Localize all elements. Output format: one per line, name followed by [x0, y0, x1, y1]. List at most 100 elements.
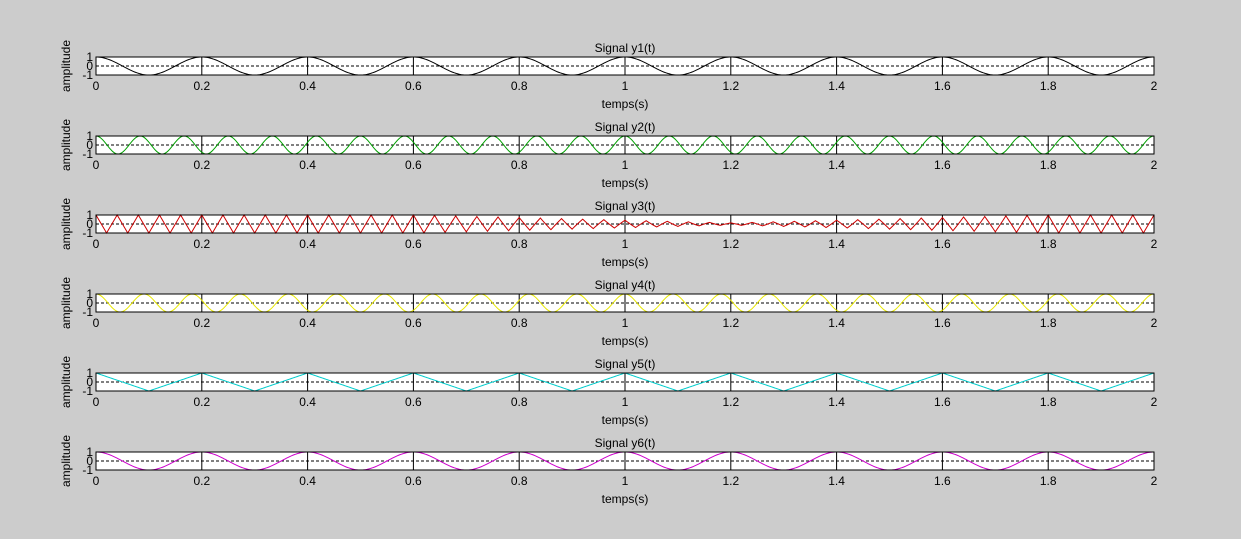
x-tick-label: 1.4: [828, 316, 845, 330]
x-tick-label: 1.2: [722, 474, 739, 488]
x-tick-label: 1.8: [1040, 316, 1057, 330]
y-tick-label: 0: [86, 296, 93, 310]
x-tick-label: 0.2: [193, 316, 210, 330]
x-axis-label: temps(s): [602, 492, 649, 506]
x-tick-label: 1.2: [722, 237, 739, 251]
chart-title: Signal y3(t): [595, 199, 656, 213]
chart-title: Signal y1(t): [595, 41, 656, 55]
x-tick-label: 0.6: [405, 79, 422, 93]
y-tick-label: 1: [86, 129, 93, 143]
x-tick-label: 1.4: [828, 395, 845, 409]
x-tick-label: 1.6: [934, 316, 951, 330]
x-tick-label: 1.8: [1040, 474, 1057, 488]
x-tick-label: 0.6: [405, 158, 422, 172]
chart-title: Signal y2(t): [595, 120, 656, 134]
x-tick-label: 0.8: [511, 474, 528, 488]
axes-frame: [95, 214, 1155, 234]
y-tick-label: -1: [82, 305, 93, 319]
x-axis-label: temps(s): [602, 255, 649, 269]
x-tick-label: 0.2: [193, 474, 210, 488]
axes-frame: [95, 451, 1155, 471]
x-tick-label: 1.4: [828, 237, 845, 251]
x-tick-label: 1.4: [828, 158, 845, 172]
y-tick-label: -1: [82, 147, 93, 161]
x-tick-label: 1.8: [1040, 158, 1057, 172]
x-tick-label: 2: [1151, 395, 1158, 409]
axes-frame: [95, 293, 1155, 313]
x-tick-label: 1.8: [1040, 237, 1057, 251]
x-tick-label: 0.8: [511, 395, 528, 409]
y-axis-label: amplitude: [59, 119, 73, 171]
x-tick-label: 0: [93, 237, 100, 251]
y-axis-label: amplitude: [59, 277, 73, 329]
x-tick-label: 1.2: [722, 79, 739, 93]
x-tick-label: 1: [622, 79, 629, 93]
y-tick-label: 0: [86, 375, 93, 389]
x-tick-label: 0.2: [193, 158, 210, 172]
x-tick-label: 1.6: [934, 237, 951, 251]
y-tick-label: 1: [86, 208, 93, 222]
x-tick-label: 0: [93, 158, 100, 172]
y-tick-label: 0: [86, 217, 93, 231]
y-tick-label: 0: [86, 454, 93, 468]
subplot-1: Signal y1(t) 0 0.2 0.4 0.6 0.8 1 1.2 1.4 1.6 1.8 2 -…: [59, 40, 1158, 111]
x-tick-label: 0.4: [299, 79, 316, 93]
x-axis-label: temps(s): [602, 334, 649, 348]
y-tick-label: -1: [82, 463, 93, 477]
x-tick-label: 1: [622, 316, 629, 330]
x-axis-label: temps(s): [602, 176, 649, 190]
x-tick-label: 1.4: [828, 474, 845, 488]
subplot-3: Signal y3(t) 0 0.2 0.4 0.6 0.8 1 1.2 1.4 1.6 1.8 2 -…: [59, 198, 1158, 269]
x-tick-label: 0.6: [405, 237, 422, 251]
x-tick-label: 0.8: [511, 158, 528, 172]
x-tick-label: 0: [93, 79, 100, 93]
x-tick-label: 0.8: [511, 316, 528, 330]
y-axis-label: amplitude: [59, 356, 73, 408]
x-tick-label: 0.8: [511, 79, 528, 93]
x-tick-label: 0.2: [193, 237, 210, 251]
subplot-6: Signal y6(t) 0 0.2 0.4 0.6 0.8 1 1.2 1.4 1.6 1.8 2 -…: [59, 435, 1158, 506]
x-tick-label: 0.4: [299, 237, 316, 251]
axes-frame: [95, 135, 1155, 155]
x-tick-label: 0.2: [193, 79, 210, 93]
x-tick-label: 1: [622, 237, 629, 251]
x-tick-label: 1.8: [1040, 79, 1057, 93]
axes-frame: [95, 372, 1155, 392]
x-tick-label: 0.4: [299, 395, 316, 409]
x-tick-label: 1.6: [934, 158, 951, 172]
x-tick-label: 1: [622, 395, 629, 409]
x-tick-label: 0: [93, 474, 100, 488]
y-axis-label: amplitude: [59, 435, 73, 487]
x-tick-label: 0.6: [405, 316, 422, 330]
y-tick-label: 1: [86, 50, 93, 64]
subplot-5: Signal y5(t) 0 0.2 0.4 0.6 0.8 1 1.2 1.4 1.6 1.8 2 -…: [59, 356, 1158, 427]
y-tick-label: 1: [86, 366, 93, 380]
x-tick-label: 2: [1151, 316, 1158, 330]
y-tick-label: -1: [82, 384, 93, 398]
x-tick-label: 0: [93, 395, 100, 409]
x-tick-label: 0: [93, 316, 100, 330]
x-tick-label: 2: [1151, 237, 1158, 251]
x-tick-label: 1.4: [828, 79, 845, 93]
x-tick-label: 0.6: [405, 395, 422, 409]
x-tick-label: 1.2: [722, 395, 739, 409]
x-axis-label: temps(s): [602, 97, 649, 111]
y-tick-label: -1: [82, 226, 93, 240]
x-tick-label: 1: [622, 474, 629, 488]
x-tick-label: 2: [1151, 158, 1158, 172]
x-axis-label: temps(s): [602, 413, 649, 427]
x-tick-label: 1.8: [1040, 395, 1057, 409]
x-tick-label: 1.6: [934, 474, 951, 488]
y-axis-label: amplitude: [59, 40, 73, 92]
x-tick-label: 0.2: [193, 395, 210, 409]
chart-title: Signal y6(t): [595, 436, 656, 450]
y-tick-label: 0: [86, 138, 93, 152]
x-tick-label: 1.6: [934, 79, 951, 93]
x-tick-label: 1.2: [722, 158, 739, 172]
y-tick-label: 1: [86, 287, 93, 301]
x-tick-label: 1.2: [722, 316, 739, 330]
y-axis-label: amplitude: [59, 198, 73, 250]
x-tick-label: 1: [622, 158, 629, 172]
x-tick-label: 0.6: [405, 474, 422, 488]
